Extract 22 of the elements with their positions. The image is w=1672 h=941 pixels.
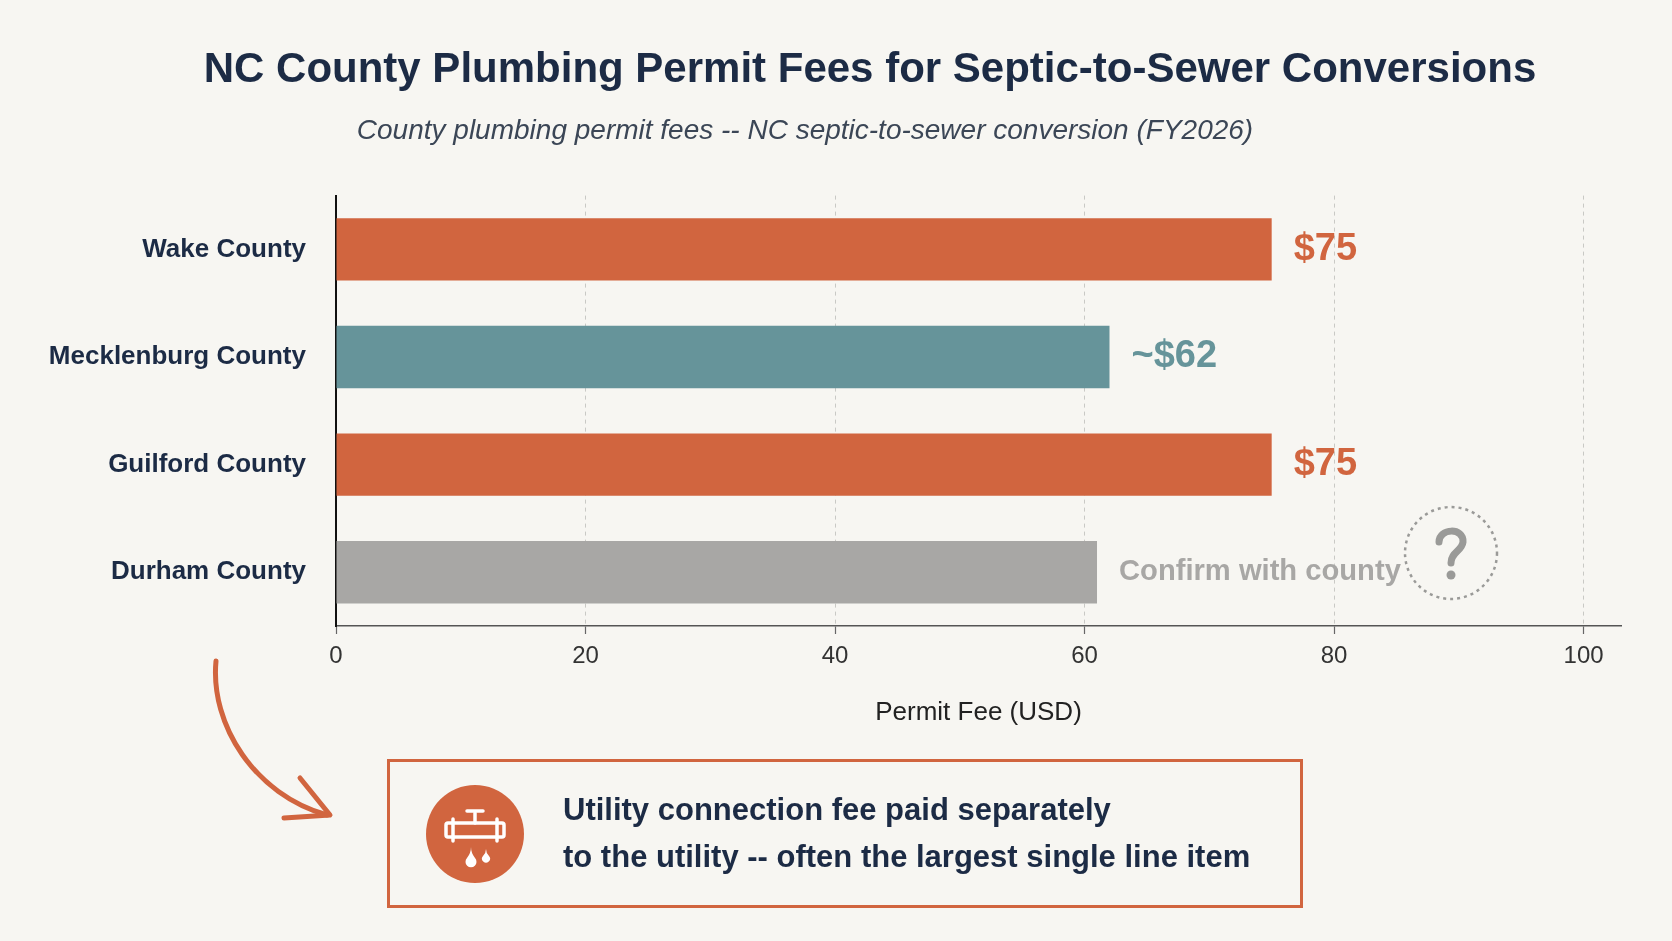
data-label: ~$62 (1131, 333, 1218, 376)
x-tick-label: 100 (1563, 641, 1604, 669)
x-tick-label: 40 (821, 641, 849, 669)
y-tick-label: Mecklenburg County (48, 340, 307, 371)
y-tick-label: Durham County (111, 555, 307, 586)
data-label: $75 (1293, 441, 1358, 484)
x-tick-label: 80 (1320, 641, 1348, 669)
bar (336, 433, 1272, 496)
data-label: Confirm with county (1119, 554, 1402, 587)
x-tick-label: 60 (1071, 641, 1098, 669)
x-tick-label: 0 (329, 641, 343, 669)
chart-subtitle: County plumbing permit fees -- NC septic-to-sewer conversion (FY2026) (356, 114, 1254, 146)
data-label: $75 (1293, 225, 1358, 268)
y-tick-label: Wake County (142, 232, 307, 263)
chart-title: NC County Plumbing Permit Fees for Septic-to-Sewer Conversions (203, 44, 1537, 92)
bar (336, 325, 1110, 389)
bar (336, 541, 1098, 604)
bar (336, 218, 1272, 281)
y-tick-label: Guilford County (108, 447, 307, 478)
x-axis-title: Permit Fee (USD) (875, 695, 1082, 726)
text: Utility connection fee paid separately to the utility -- often the largest single line item (563, 791, 1251, 876)
x-tick-label: 20 (572, 641, 599, 669)
